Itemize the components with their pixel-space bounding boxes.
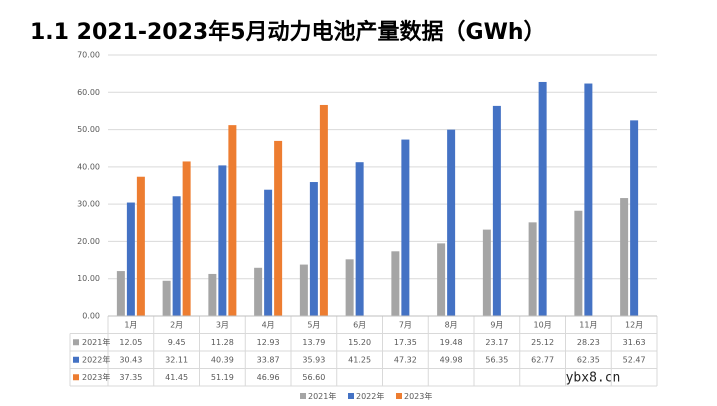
legend-label: 2021年 xyxy=(308,391,336,401)
bar xyxy=(528,222,537,316)
legend-label: 2023年 xyxy=(404,391,432,401)
bar xyxy=(208,273,217,316)
bar xyxy=(538,81,547,316)
table-value: 56.60 xyxy=(302,373,325,382)
x-tick-label: 11月 xyxy=(579,320,597,329)
bar xyxy=(447,129,456,316)
table-value: 19.48 xyxy=(440,338,463,347)
table-value: 30.43 xyxy=(119,355,142,364)
table-value: 15.20 xyxy=(348,338,371,347)
table-value: 47.32 xyxy=(394,355,417,364)
bar xyxy=(309,182,318,316)
table-value: 23.17 xyxy=(485,338,508,347)
table-value: 11.28 xyxy=(211,338,234,347)
row-label: 2022年 xyxy=(82,354,110,364)
x-tick-label: 2月 xyxy=(170,320,183,329)
bar xyxy=(401,139,410,316)
x-tick-label: 9月 xyxy=(490,320,503,329)
bar xyxy=(228,125,237,316)
bar xyxy=(162,280,171,316)
bar xyxy=(574,210,583,316)
y-tick-label: 60.00 xyxy=(77,88,100,97)
legend-label: 2022年 xyxy=(356,391,384,401)
table-value: 51.19 xyxy=(211,373,234,382)
bar xyxy=(492,105,501,317)
table-value: 13.79 xyxy=(302,338,325,347)
bar xyxy=(218,165,227,316)
table-value: 12.93 xyxy=(257,338,280,347)
bar xyxy=(319,104,328,316)
bar xyxy=(116,271,125,316)
table-value: 40.39 xyxy=(211,355,234,364)
y-tick-label: 20.00 xyxy=(77,237,100,246)
bar xyxy=(482,229,491,316)
x-tick-label: 4月 xyxy=(262,320,275,329)
legend-swatch xyxy=(73,374,79,381)
legend-swatch xyxy=(396,393,402,399)
table-value: 37.35 xyxy=(119,373,142,382)
table-value: 25.12 xyxy=(531,338,554,347)
y-tick-label: 0.00 xyxy=(82,312,100,321)
legend-swatch xyxy=(73,339,79,346)
legend-swatch xyxy=(348,393,354,399)
y-tick-label: 40.00 xyxy=(77,162,100,171)
bar xyxy=(136,176,145,316)
table-value: 49.98 xyxy=(440,355,463,364)
bar xyxy=(274,140,283,316)
bar xyxy=(391,251,400,316)
row-label: 2021年 xyxy=(82,337,110,347)
table-value: 12.05 xyxy=(119,338,142,347)
row-label: 2023年 xyxy=(82,372,110,382)
bar xyxy=(584,83,593,316)
table-value: 32.11 xyxy=(165,355,188,364)
bar xyxy=(264,189,273,316)
table-value: 17.35 xyxy=(394,338,417,347)
table-value: 62.35 xyxy=(577,355,600,364)
table-value: 31.63 xyxy=(623,338,646,347)
table-value: 35.93 xyxy=(302,355,325,364)
x-tick-label: 8月 xyxy=(445,320,458,329)
table-value: 33.87 xyxy=(257,355,280,364)
bar xyxy=(355,162,364,316)
bar xyxy=(620,198,629,316)
table-value: 62.77 xyxy=(531,355,554,364)
x-tick-label: 3月 xyxy=(216,320,229,329)
x-tick-label: 10月 xyxy=(534,320,552,329)
bar xyxy=(345,259,354,316)
bar xyxy=(254,267,263,316)
y-tick-label: 30.00 xyxy=(77,200,100,209)
table-value: 56.35 xyxy=(485,355,508,364)
bar xyxy=(182,161,191,316)
y-tick-label: 70.00 xyxy=(77,51,100,60)
y-tick-label: 50.00 xyxy=(77,125,100,134)
bar xyxy=(630,120,639,317)
table-value: 41.25 xyxy=(348,355,371,364)
x-tick-label: 5月 xyxy=(307,320,320,329)
legend-swatch xyxy=(300,393,306,399)
watermark: ybx8.cn xyxy=(566,371,621,386)
table-value: 41.45 xyxy=(165,373,188,382)
bar xyxy=(299,264,308,316)
x-tick-label: 7月 xyxy=(399,320,412,329)
table-value: 28.23 xyxy=(577,338,600,347)
x-tick-label: 6月 xyxy=(353,320,366,329)
table-value: 9.45 xyxy=(168,338,186,347)
chart-title: 1.1 2021-2023年5月动力电池产量数据（GWh） xyxy=(30,19,546,45)
bar xyxy=(437,243,446,316)
x-tick-label: 12月 xyxy=(625,320,643,329)
table-value: 52.47 xyxy=(623,355,646,364)
y-tick-label: 10.00 xyxy=(77,274,100,283)
x-tick-label: 1月 xyxy=(124,320,137,329)
bar xyxy=(172,196,181,316)
legend-swatch xyxy=(73,356,79,363)
bar xyxy=(126,202,135,316)
table-value: 46.96 xyxy=(257,373,280,382)
